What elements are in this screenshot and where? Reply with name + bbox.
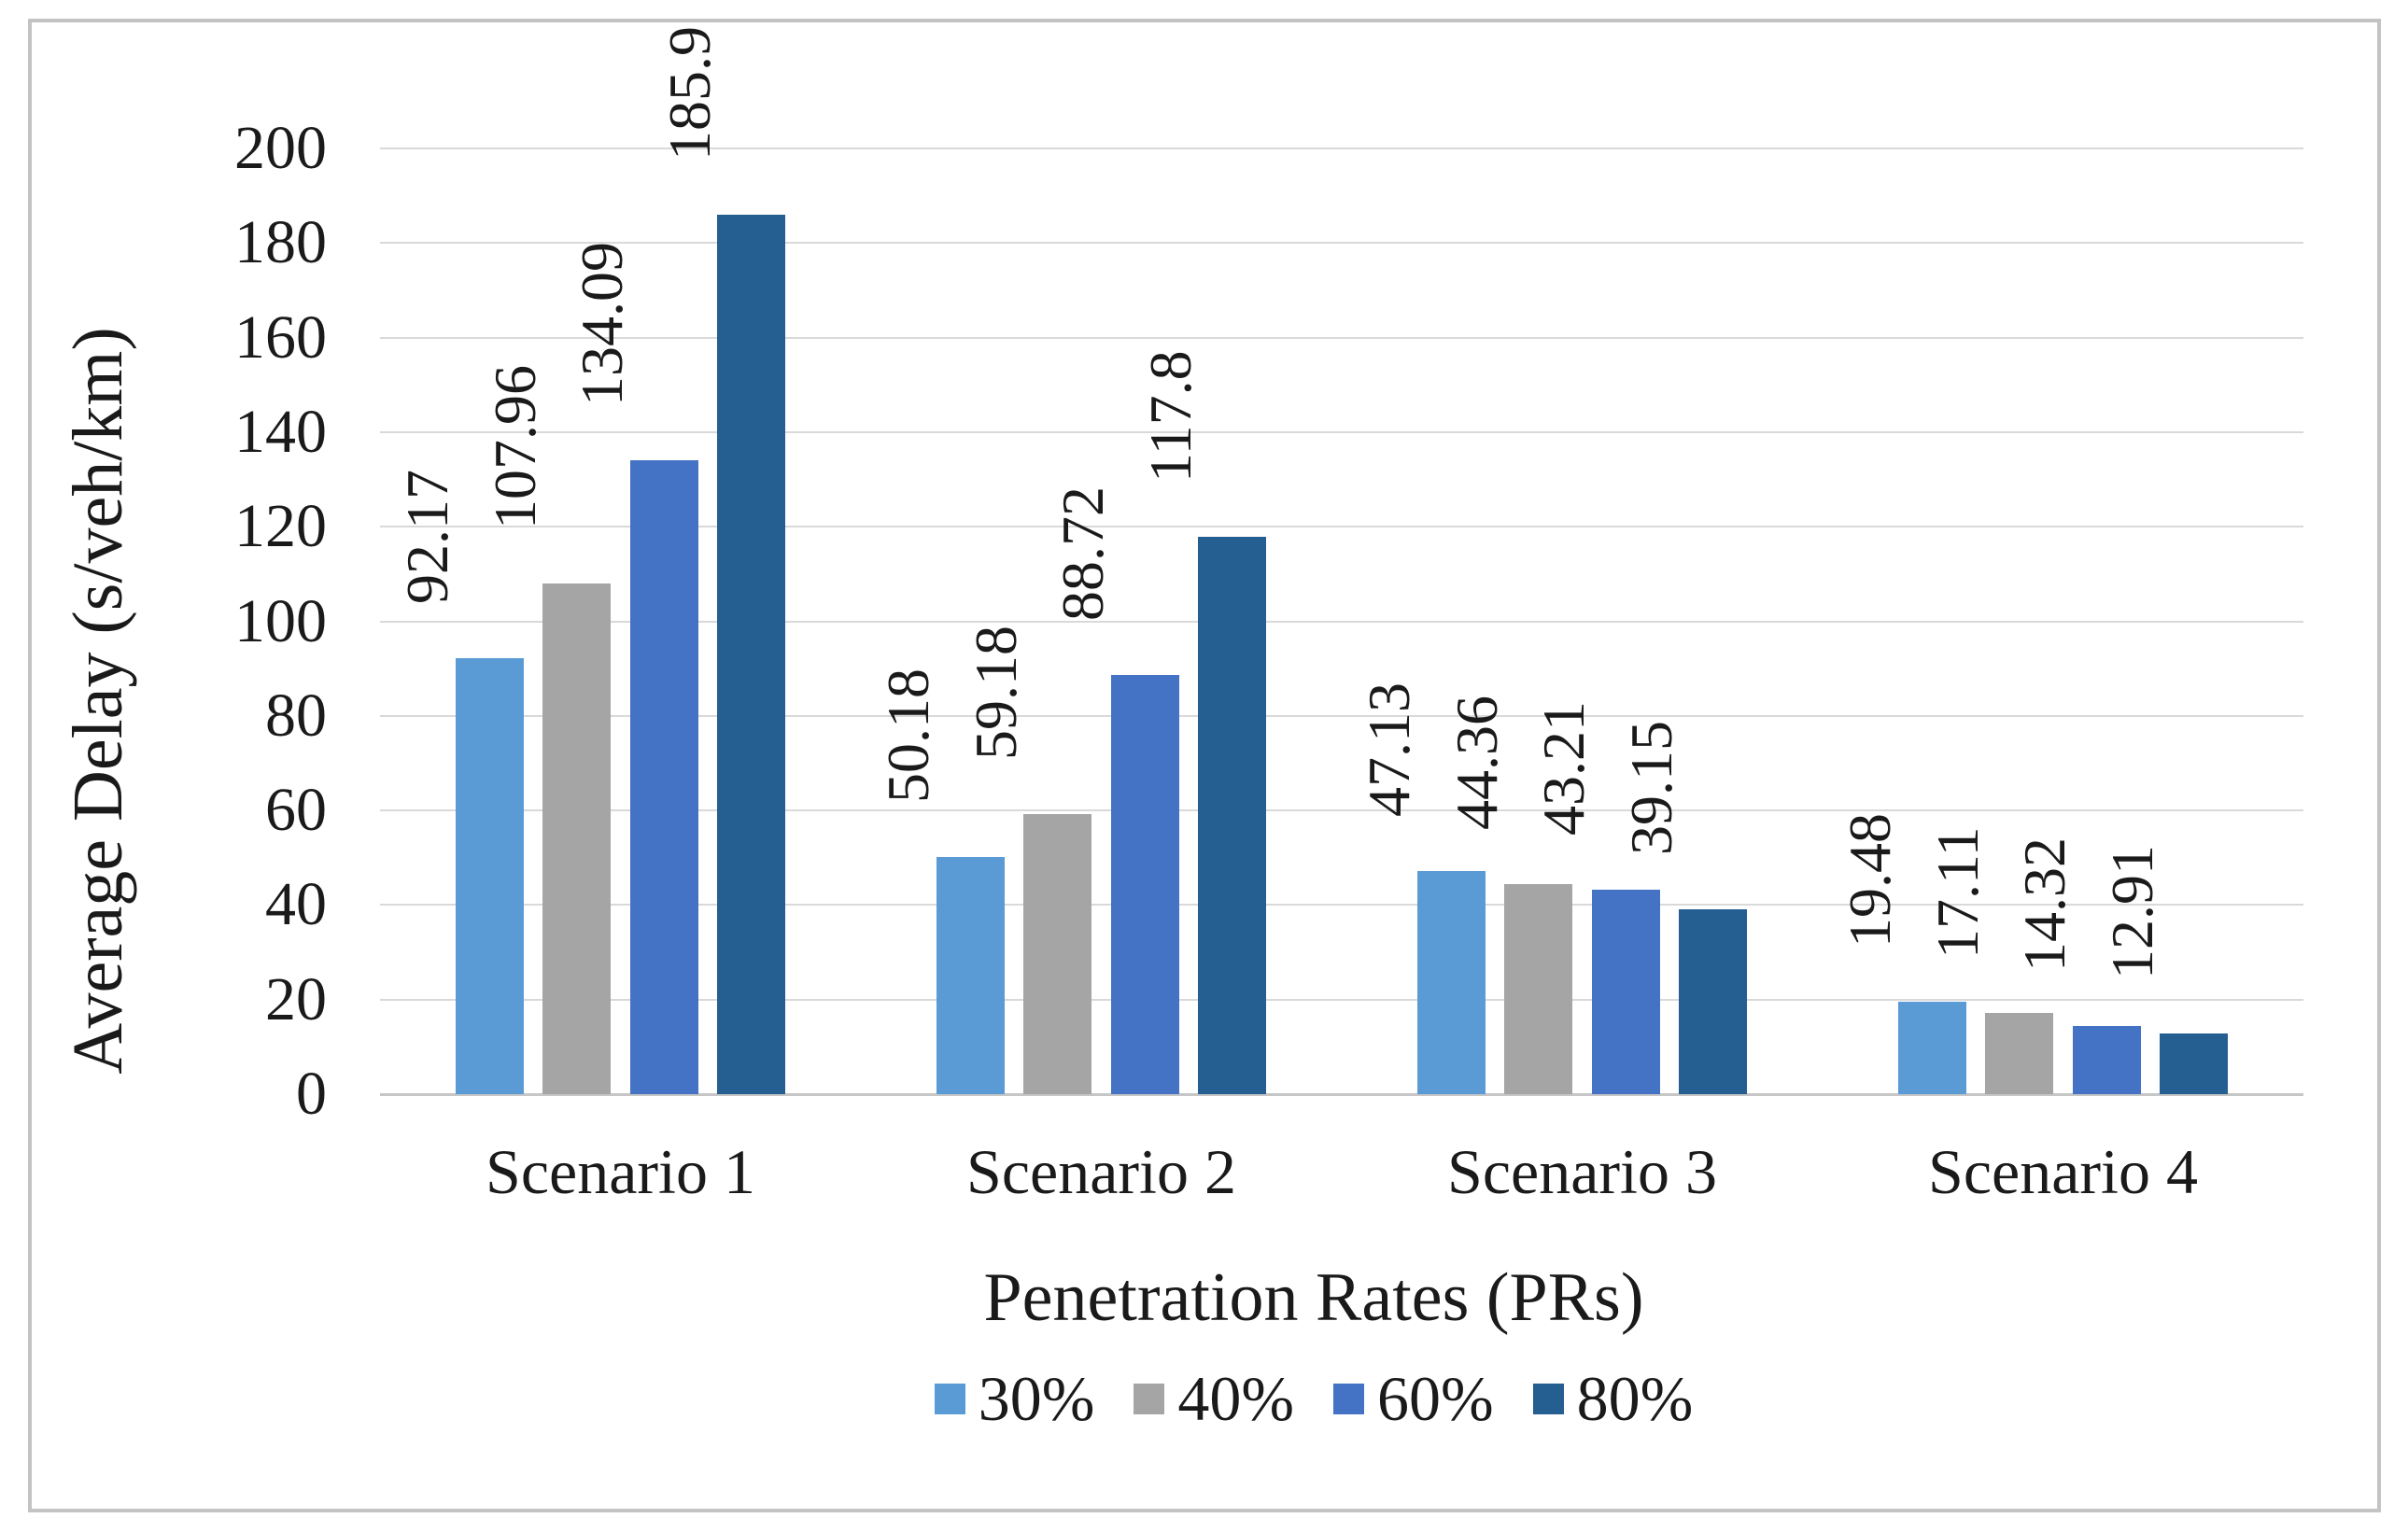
- gridline-120: [380, 526, 2303, 528]
- legend-item-40pct: 40%: [1134, 1362, 1294, 1436]
- gridline-200: [380, 148, 2303, 149]
- bar-value-label-scenario-2-80pct: 117.8: [1136, 350, 1204, 484]
- legend-label-80pct: 80%: [1576, 1362, 1694, 1434]
- legend-item-80pct: 80%: [1532, 1362, 1694, 1436]
- plot-area: 92.17 107.96 134.09 185.9 50.18 59.18 88.72 117…: [380, 26, 2303, 1096]
- bar-value-label-scenario-3-60pct: 43.21: [1530, 701, 1598, 836]
- legend-item-60pct: 60%: [1333, 1362, 1494, 1436]
- legend-label-40pct: 40%: [1177, 1362, 1294, 1434]
- gridline-20: [380, 998, 2303, 1001]
- bar-scenario-4-80pct: [2160, 1033, 2229, 1094]
- gridline-60: [380, 809, 2303, 812]
- bar-scenario-2-40pct: [1023, 814, 1092, 1094]
- bar-value-label-scenario-1-60pct: 134.09: [569, 241, 636, 406]
- legend-swatch-80pct: [1532, 1383, 1564, 1414]
- bar-value-label-scenario-4-60pct: 14.32: [2011, 837, 2078, 973]
- gridline-40: [380, 904, 2303, 907]
- y-tick-label-180: 180: [234, 208, 327, 277]
- y-tick-label-160: 160: [234, 302, 327, 372]
- x-axis-title: Penetration Rates (PRs): [983, 1259, 1644, 1336]
- bar-scenario-4-60pct: [2072, 1026, 2141, 1094]
- bar-value-label-scenario-1-30pct: 92.17: [394, 470, 461, 605]
- bar-scenario-1-30pct: [455, 658, 524, 1094]
- y-tick-label-40: 40: [265, 870, 327, 939]
- bar-scenario-3-40pct: [1504, 884, 1573, 1094]
- bar-value-label-scenario-2-60pct: 88.72: [1049, 485, 1117, 621]
- legend-swatch-40pct: [1134, 1383, 1165, 1414]
- legend-item-30pct: 30%: [934, 1362, 1095, 1436]
- bar-scenario-3-80pct: [1679, 908, 1748, 1094]
- bar-value-label-scenario-3-40pct: 44.36: [1443, 696, 1510, 831]
- bar-value-label-scenario-3-30pct: 47.13: [1356, 682, 1423, 818]
- category-label-scenario-3: Scenario 3: [1447, 1136, 1717, 1207]
- category-label-scenario-4: Scenario 4: [1928, 1136, 2198, 1207]
- y-tick-label-20: 20: [265, 964, 327, 1033]
- x-axis-line: [380, 1093, 2303, 1096]
- bar-value-label-scenario-1-40pct: 107.96: [481, 365, 548, 530]
- bar-scenario-2-30pct: [936, 856, 1005, 1094]
- bar-scenario-3-60pct: [1591, 890, 1660, 1094]
- bar-value-label-scenario-2-30pct: 50.18: [875, 668, 942, 803]
- bar-scenario-1-40pct: [542, 583, 612, 1094]
- bar-scenario-2-80pct: [1198, 537, 1267, 1094]
- legend-label-60pct: 60%: [1377, 1362, 1494, 1434]
- bar-value-label-scenario-4-40pct: 17.11: [1923, 826, 1991, 960]
- bar-scenario-4-30pct: [1897, 1002, 1966, 1094]
- y-tick-label-120: 120: [234, 492, 327, 561]
- bar-scenario-3-30pct: [1416, 871, 1486, 1094]
- bar-value-label-scenario-4-80pct: 12.91: [2098, 844, 2165, 979]
- y-tick-label-200: 200: [234, 114, 327, 182]
- gridline-100: [380, 620, 2303, 623]
- x-axis-category-labels: Scenario 1 Scenario 2 Scenario 3 Scenario 4: [380, 1134, 2303, 1218]
- gridline-160: [380, 336, 2303, 339]
- bar-scenario-2-60pct: [1110, 674, 1179, 1094]
- category-label-scenario-1: Scenario 1: [486, 1136, 755, 1207]
- legend-label-30pct: 30%: [978, 1362, 1095, 1434]
- gridline-80: [380, 714, 2303, 717]
- y-tick-label-60: 60: [265, 776, 327, 845]
- legend-swatch-30pct: [934, 1383, 965, 1414]
- y-tick-label-80: 80: [265, 681, 327, 750]
- bar-scenario-1-60pct: [629, 459, 698, 1094]
- legend-swatch-60pct: [1333, 1383, 1364, 1414]
- legend: 30% 40% 60% 80%: [352, 1361, 2275, 1436]
- category-label-scenario-2: Scenario 2: [966, 1136, 1236, 1207]
- bar-value-label-scenario-4-30pct: 19.48: [1837, 813, 1904, 949]
- y-tick-label-100: 100: [234, 586, 327, 655]
- y-tick-label-140: 140: [234, 397, 327, 466]
- bar-value-label-scenario-1-80pct: 185.9: [655, 26, 723, 162]
- bar-value-label-scenario-3-80pct: 39.15: [1617, 720, 1684, 855]
- bar-value-label-scenario-2-40pct: 59.18: [962, 625, 1029, 761]
- bar-scenario-1-80pct: [717, 215, 786, 1094]
- bar-scenario-4-40pct: [1985, 1013, 2054, 1094]
- y-axis-tick-labels: 0 20 40 60 80 100 120 140 160 180 200: [93, 114, 327, 1128]
- gridline-180: [380, 242, 2303, 245]
- gridline-140: [380, 430, 2303, 433]
- y-tick-label-0: 0: [296, 1060, 327, 1128]
